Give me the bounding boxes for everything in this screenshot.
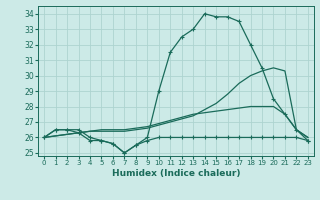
X-axis label: Humidex (Indice chaleur): Humidex (Indice chaleur): [112, 169, 240, 178]
